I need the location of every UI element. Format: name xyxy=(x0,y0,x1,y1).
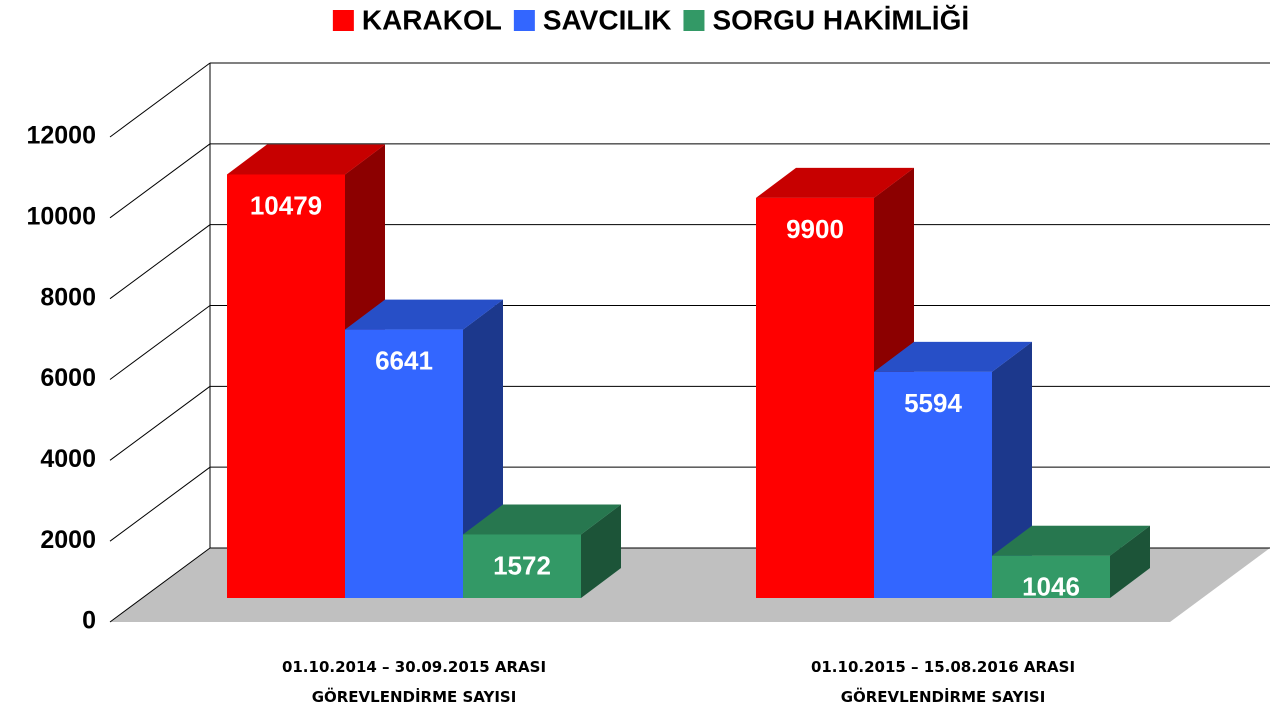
bar-side-shade xyxy=(1110,525,1150,598)
grid-line xyxy=(109,224,211,300)
legend-swatch xyxy=(683,10,705,31)
bar xyxy=(756,197,874,598)
value-label: 1046 xyxy=(1022,572,1080,602)
y-tick-label: 6000 xyxy=(40,364,96,392)
bar-top xyxy=(756,167,914,198)
legend-label: SORGU HAKİMLİĞİ xyxy=(712,4,969,35)
bar-side xyxy=(581,504,621,598)
legend-label: SAVCILIK xyxy=(543,4,672,35)
bar xyxy=(463,534,581,598)
bar xyxy=(992,555,1110,598)
y-tick-label: 10000 xyxy=(26,202,96,230)
x-tick-label: 01.10.2014 – 30.09.2015 ARASI GÖREVLENDİ… xyxy=(281,658,547,706)
bar-side xyxy=(1110,525,1150,598)
bar-top-shade xyxy=(227,144,385,175)
value-label: 9900 xyxy=(786,214,844,244)
legend-swatch xyxy=(332,10,354,31)
value-label: 10479 xyxy=(250,190,322,220)
value-label: 5594 xyxy=(904,388,962,418)
legend-label: KARAKOL xyxy=(362,4,502,35)
value-label: 6641 xyxy=(375,345,433,375)
bar-top xyxy=(874,341,1032,372)
bar-top-shade xyxy=(345,299,503,330)
bar-top-shade xyxy=(992,525,1150,556)
y-tick-label: 4000 xyxy=(40,445,96,473)
bar xyxy=(874,371,992,598)
y-tick-label: 2000 xyxy=(40,526,96,554)
bar-top-shade xyxy=(463,504,621,535)
y-tick-label: 12000 xyxy=(26,122,96,150)
bar-top-shade xyxy=(756,167,914,198)
grid-line xyxy=(109,547,211,623)
bar-top xyxy=(227,144,385,175)
y-tick-label: 8000 xyxy=(40,283,96,311)
grid-line xyxy=(109,466,211,542)
bar-top xyxy=(345,299,503,330)
bar-top-shade xyxy=(874,341,1032,372)
y-tick-label: 0 xyxy=(82,607,96,635)
grid-line xyxy=(109,143,211,219)
bar-side-shade xyxy=(581,504,621,598)
value-label: 1572 xyxy=(493,550,551,580)
grid-line xyxy=(109,385,211,461)
legend-swatch xyxy=(513,10,535,31)
bar xyxy=(227,174,345,598)
bar-top xyxy=(463,504,621,535)
bar xyxy=(345,329,463,598)
grid-line xyxy=(109,62,211,138)
bar-top xyxy=(992,525,1150,556)
x-tick-label: 01.10.2015 – 15.08.2016 ARASI GÖREVLENDİ… xyxy=(810,658,1076,706)
grid-line xyxy=(109,305,211,380)
